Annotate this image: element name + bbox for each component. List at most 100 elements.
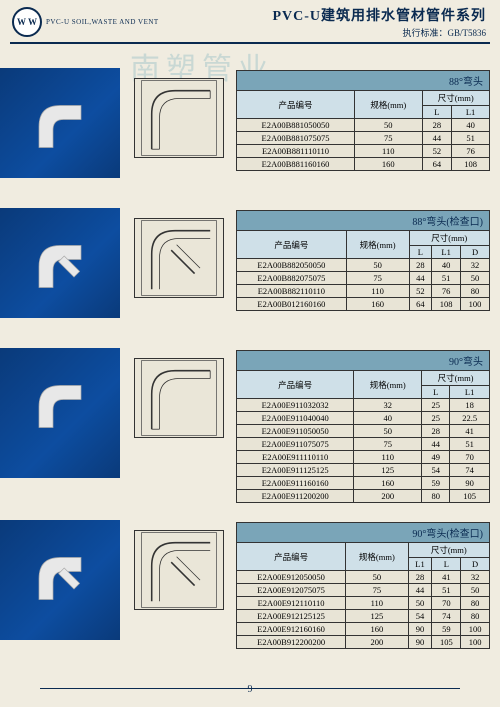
table-cell: 22.5: [450, 412, 490, 425]
table-wrapper: 90°弯头(检查口)产品编号规格(mm)尺寸(mm)L1LDE2A00E9120…: [236, 520, 490, 649]
table-cell: 28: [422, 119, 452, 132]
table-cell: 75: [346, 272, 409, 285]
col-header: D: [461, 558, 490, 571]
col-header: L: [409, 246, 432, 259]
diagram-icon: [134, 530, 224, 610]
table-cell: 125: [346, 610, 408, 623]
table-cell: 50: [355, 119, 422, 132]
table-cell: 105: [450, 490, 490, 503]
col-header: 规格(mm): [355, 91, 422, 119]
table-cell: 25: [422, 412, 450, 425]
table-cell: 54: [408, 610, 432, 623]
table-row: E2A00E9111601601605990: [237, 477, 490, 490]
product-section: 90°弯头产品编号规格(mm)尺寸(mm)LL1E2A00E9110320323…: [0, 348, 490, 503]
table-cell: 200: [354, 490, 422, 503]
pipe-icon: [25, 228, 95, 288]
table-cell: 76: [452, 145, 490, 158]
table-cell: E2A00B882050050: [237, 259, 347, 272]
table-cell: E2A00B882110110: [237, 285, 347, 298]
table-row: E2A00E911040040402522.5: [237, 412, 490, 425]
table-cell: 51: [432, 272, 461, 285]
table-cell: 28: [408, 571, 432, 584]
table-cell: 28: [422, 425, 450, 438]
table-cell: 110: [346, 597, 408, 610]
table-row: E2A00B881050050502840: [237, 119, 490, 132]
table-cell: 28: [409, 259, 432, 272]
table-cell: 50: [346, 259, 409, 272]
product-photo: [0, 208, 120, 318]
table-cell: 108: [432, 298, 461, 311]
table-cell: 18: [450, 399, 490, 412]
spec-table: 产品编号规格(mm)尺寸(mm)LL1E2A00E911032032322518…: [236, 370, 490, 503]
page-number: 9: [0, 684, 500, 695]
table-cell: 80: [422, 490, 450, 503]
table-row: E2A00E9111101101104970: [237, 451, 490, 464]
table-cell: 200: [346, 636, 408, 649]
logo-subtitle: PVC-U SOIL,WASTE AND VENT: [46, 18, 159, 26]
table-row: E2A00E91120020020080105: [237, 490, 490, 503]
pipe-icon: [25, 368, 95, 428]
table-cell: 59: [422, 477, 450, 490]
table-cell: E2A00B012160160: [237, 298, 347, 311]
table-cell: 74: [450, 464, 490, 477]
col-header: 规格(mm): [346, 543, 408, 571]
table-cell: 50: [461, 584, 490, 597]
table-cell: E2A00E912160160: [237, 623, 346, 636]
table-title: 90°弯头: [236, 350, 490, 370]
table-cell: 100: [461, 298, 490, 311]
table-cell: 80: [461, 597, 490, 610]
pipe-icon: [25, 540, 95, 600]
col-header: 产品编号: [237, 543, 346, 571]
col-header: L: [432, 558, 461, 571]
table-cell: 90: [450, 477, 490, 490]
table-cell: 75: [355, 132, 422, 145]
table-cell: 100: [461, 636, 490, 649]
col-header: 规格(mm): [354, 371, 422, 399]
table-row: E2A00B88207507575445150: [237, 272, 490, 285]
col-header: L1: [450, 386, 490, 399]
table-cell: E2A00E911075075: [237, 438, 354, 451]
col-header: 产品编号: [237, 91, 355, 119]
table-cell: E2A00E911160160: [237, 477, 354, 490]
table-cell: 64: [409, 298, 432, 311]
col-group-header: 尺寸(mm): [422, 91, 490, 106]
table-cell: E2A00E911125125: [237, 464, 354, 477]
table-cell: 90: [408, 636, 432, 649]
table-cell: 76: [432, 285, 461, 298]
product-section: 88°弯头产品编号规格(mm)尺寸(mm)LL1E2A00B8810500505…: [0, 68, 490, 178]
col-header: L1: [432, 246, 461, 259]
table-row: E2A00B881075075754451: [237, 132, 490, 145]
table-row: E2A00E912125125125547480: [237, 610, 490, 623]
col-header: L1: [452, 106, 490, 119]
diagram-icon: [134, 218, 224, 298]
table-cell: 75: [346, 584, 408, 597]
table-cell: E2A00E911110110: [237, 451, 354, 464]
table-cell: E2A00B882075075: [237, 272, 347, 285]
table-row: E2A00E9121601601609059100: [237, 623, 490, 636]
table-cell: 50: [461, 272, 490, 285]
table-cell: 49: [422, 451, 450, 464]
table-row: E2A00B8811101101105276: [237, 145, 490, 158]
spec-table: 产品编号规格(mm)尺寸(mm)L1LDE2A00E91205005050284…: [236, 542, 490, 649]
table-cell: 40: [432, 259, 461, 272]
table-cell: 41: [432, 571, 461, 584]
product-photo: [0, 68, 120, 178]
table-row: E2A00B88116016016064108: [237, 158, 490, 171]
product-section: 88°弯头(检查口)产品编号规格(mm)尺寸(mm)LL1DE2A00B8820…: [0, 208, 490, 318]
table-cell: 80: [461, 610, 490, 623]
table-row: E2A00B91220020020090105100: [237, 636, 490, 649]
table-cell: 54: [422, 464, 450, 477]
table-cell: 80: [461, 285, 490, 298]
col-header: 产品编号: [237, 231, 347, 259]
table-cell: 105: [432, 636, 461, 649]
col-group-header: 尺寸(mm): [408, 543, 489, 558]
table-row: E2A00B88205005050284032: [237, 259, 490, 272]
table-wrapper: 88°弯头产品编号规格(mm)尺寸(mm)LL1E2A00B8810500505…: [236, 68, 490, 171]
table-cell: E2A00E911040040: [237, 412, 354, 425]
table-cell: 90: [408, 623, 432, 636]
table-cell: 160: [354, 477, 422, 490]
table-cell: 100: [461, 623, 490, 636]
table-title: 88°弯头(检查口): [236, 210, 490, 230]
table-cell: E2A00E911050050: [237, 425, 354, 438]
col-group-header: 尺寸(mm): [422, 371, 490, 386]
